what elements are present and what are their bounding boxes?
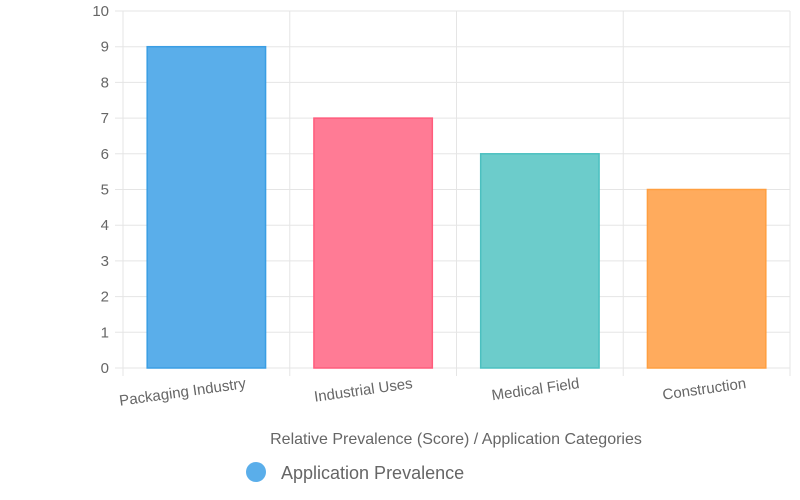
y-tick-label: 7 <box>101 110 109 127</box>
x-axis-ticks: Packaging Industry Industrial Uses Medical… <box>118 375 747 410</box>
y-tick-label: 9 <box>101 39 109 56</box>
x-axis-title: Relative Prevalence (Score) / Applicatio… <box>270 431 642 448</box>
bars <box>146 45 767 369</box>
x-tick-label: Construction <box>661 375 747 404</box>
y-tick-label: 0 <box>101 360 109 377</box>
y-tick-label: 4 <box>101 217 109 234</box>
x-tick-label: Medical Field <box>491 375 581 404</box>
legend-swatch <box>246 462 266 482</box>
y-tick-label: 1 <box>101 324 109 341</box>
y-tick-label: 5 <box>101 182 109 199</box>
y-tick-label: 10 <box>92 3 109 20</box>
bar <box>479 153 600 369</box>
y-tick-label: 6 <box>101 146 109 163</box>
bar <box>313 117 434 369</box>
legend-label: Application Prevalence <box>281 463 464 483</box>
y-tick-label: 3 <box>101 253 109 270</box>
y-axis-ticks: 0 1 2 3 4 5 6 7 8 9 10 <box>92 3 109 377</box>
legend[interactable]: Application Prevalence <box>246 462 464 483</box>
x-tick-label: Industrial Uses <box>313 375 414 406</box>
y-tick-label: 8 <box>101 74 109 91</box>
bar <box>146 45 267 369</box>
y-tick-label: 2 <box>101 289 109 306</box>
bar <box>646 188 767 369</box>
x-tick-label: Packaging Industry <box>118 375 247 410</box>
